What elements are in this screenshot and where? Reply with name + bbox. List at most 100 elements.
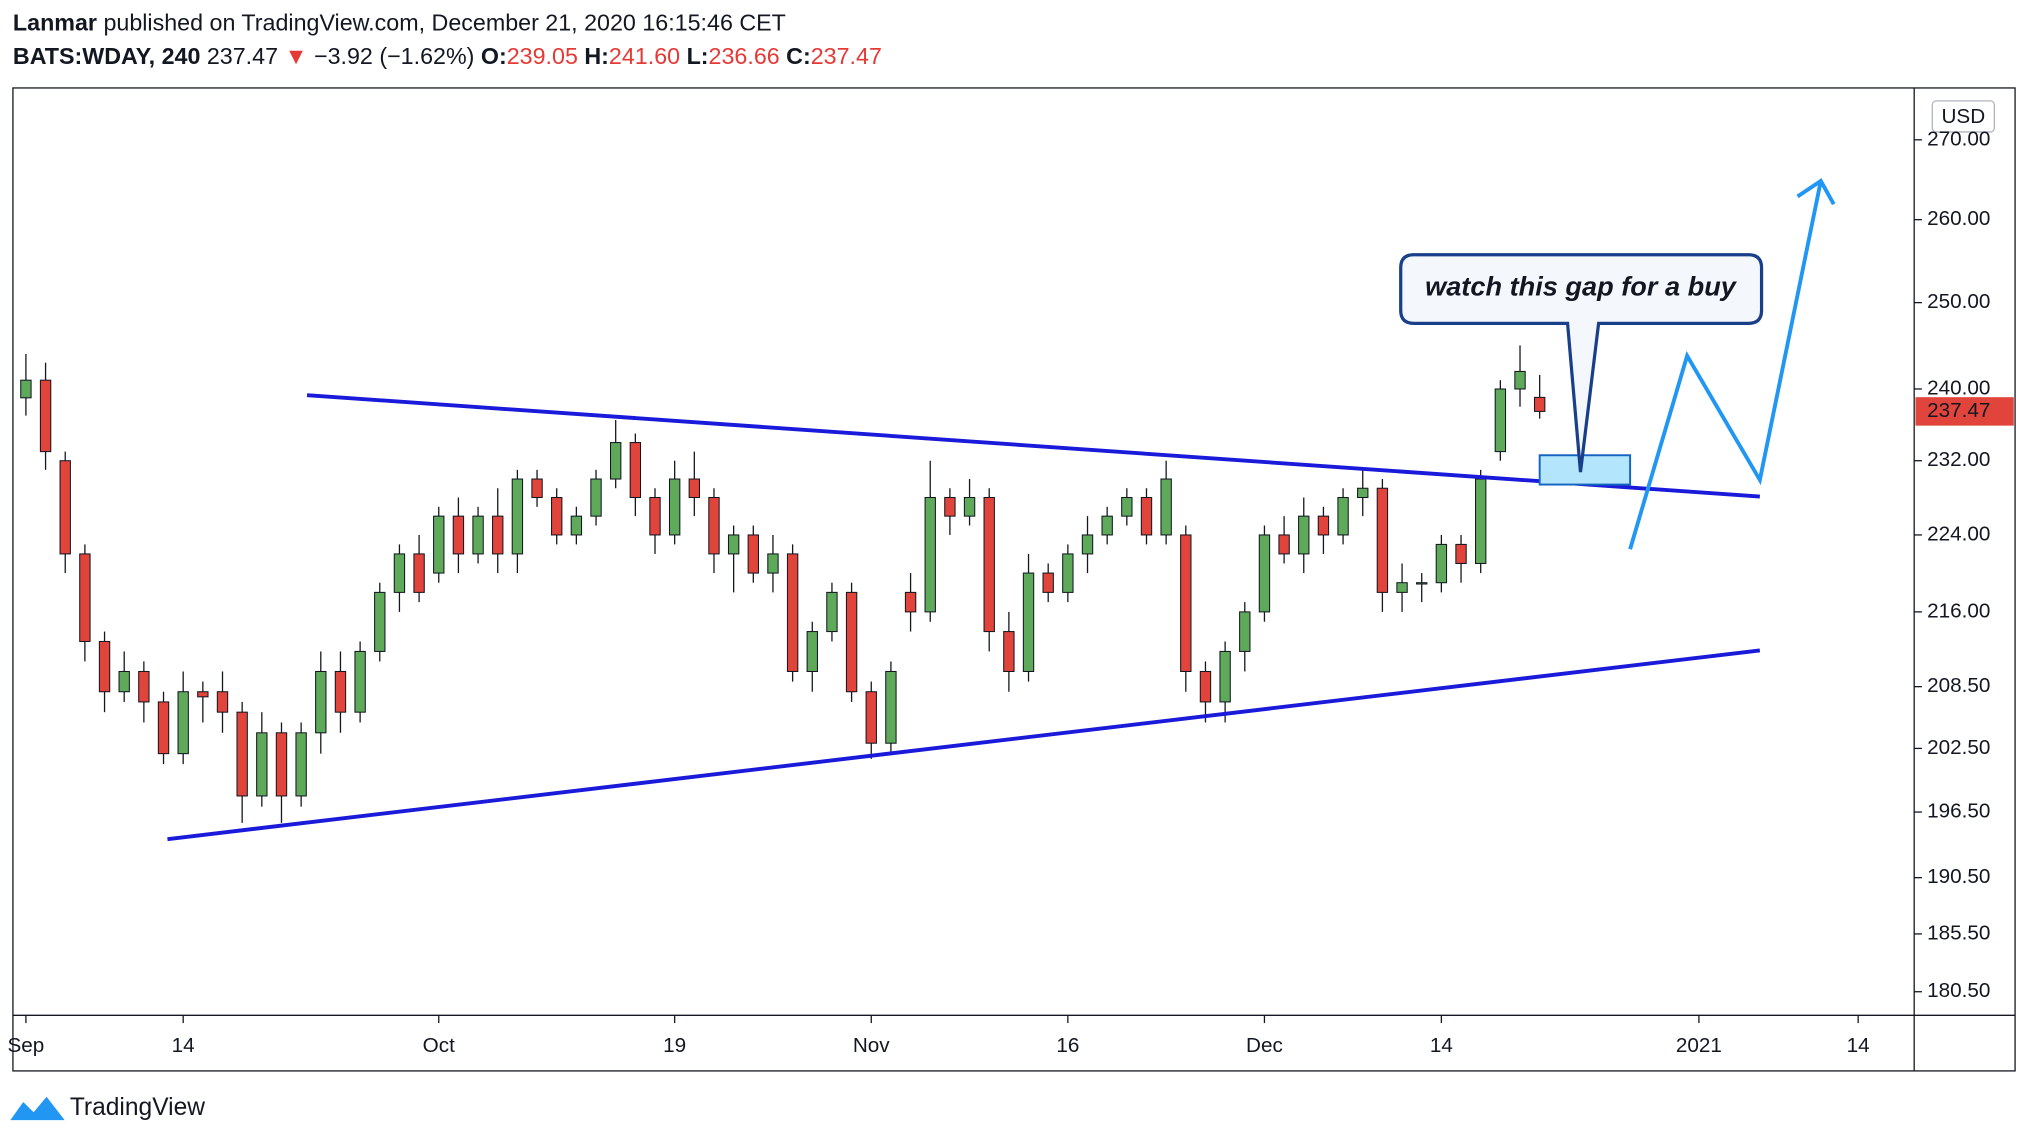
candle-body <box>275 732 288 797</box>
candle-body <box>1258 534 1271 613</box>
candle-body <box>531 478 543 499</box>
x-tick-label: 19 <box>663 1034 686 1057</box>
currency: USD <box>1941 105 1985 128</box>
candle-body <box>1239 611 1251 652</box>
candle-body <box>963 496 976 517</box>
candle-body <box>845 591 858 693</box>
x-tick-label: 2021 <box>1676 1034 1722 1057</box>
y-tick-label: 180.50 <box>1927 979 1990 1002</box>
candle-body <box>609 442 622 480</box>
trendline <box>167 648 1761 842</box>
y-tick-label: 260.00 <box>1927 207 1990 230</box>
gap-zone <box>1538 454 1632 486</box>
candle-body <box>511 478 524 555</box>
candle-body <box>1278 534 1290 555</box>
candle-body <box>688 478 701 499</box>
last-price: 237.47 <box>207 43 278 69</box>
candle-body <box>570 515 583 536</box>
candle-body <box>1003 631 1015 673</box>
candle-body <box>924 496 936 613</box>
candle-body <box>885 670 897 744</box>
candle-body <box>433 515 445 574</box>
candle-body <box>118 670 130 693</box>
x-tick-label: Sep <box>8 1034 45 1057</box>
candle-body <box>786 553 799 673</box>
y-tick-label: 185.50 <box>1927 921 1990 944</box>
y-tick-label: 224.00 <box>1927 522 1990 545</box>
candle-body <box>1042 572 1054 593</box>
candle-body <box>472 515 484 555</box>
candle-body <box>1337 496 1349 536</box>
symbol-line: BATS:WDAY, 240 237.47 ▼ −3.92 (−1.62%) O… <box>13 43 882 69</box>
ohlc-value: 236.66 <box>709 43 780 69</box>
candle-body <box>708 496 720 555</box>
x-tick-label: 14 <box>1430 1034 1453 1057</box>
candle-body <box>1376 487 1389 593</box>
annotation-text: watch this gap for a buy <box>1425 271 1738 302</box>
change: −3.92 (−1.62%) <box>314 43 474 69</box>
candle-body <box>1396 582 1408 593</box>
published: published on TradingView.com, December 2… <box>103 10 785 36</box>
candle-body <box>1455 543 1467 564</box>
candle-body <box>197 691 209 698</box>
candle-body <box>649 496 661 536</box>
arrow-head <box>1796 178 1836 206</box>
candle-body <box>629 442 642 499</box>
y-tick-label: 240.00 <box>1927 376 1990 399</box>
header-line: Lanmar published on TradingView.com, Dec… <box>13 10 786 36</box>
y-tick-label: 196.50 <box>1927 800 1990 823</box>
y-tick-label: 270.00 <box>1927 127 1990 150</box>
ohlc-label: C: <box>786 43 811 69</box>
candle-body <box>216 691 229 713</box>
y-tick-label: 202.50 <box>1927 736 1990 759</box>
y-tick-label: 216.00 <box>1927 599 1990 622</box>
candle-body <box>1514 370 1526 390</box>
x-tick-label: Nov <box>853 1034 890 1057</box>
candle-body <box>1475 478 1487 564</box>
candle-body <box>1081 534 1094 555</box>
last-price-label: 237.47 <box>1927 399 1990 422</box>
y-tick-label: 208.50 <box>1927 674 1990 697</box>
candle-body <box>944 496 956 517</box>
candle-body <box>393 553 406 593</box>
candle-body <box>826 591 838 633</box>
candle-body <box>1121 496 1133 517</box>
candle-body <box>354 650 366 713</box>
ohlc-label: L: <box>687 43 709 69</box>
logo <box>10 1096 65 1121</box>
candle-body <box>767 553 779 574</box>
candle-body <box>256 732 268 797</box>
projection <box>1628 180 1823 550</box>
change-arrow: ▼ <box>285 43 308 69</box>
candle-body <box>334 670 347 713</box>
candle-body <box>1416 582 1428 585</box>
candle-body <box>1357 487 1369 499</box>
plot <box>20 178 1836 842</box>
chart-frame <box>12 87 2016 1072</box>
candle-body <box>1101 515 1113 536</box>
candle-body <box>1199 670 1212 703</box>
x-tick-label: Oct <box>423 1034 455 1057</box>
candle-body <box>1435 543 1448 584</box>
candle-body <box>79 553 91 642</box>
callout-box <box>1399 253 1764 473</box>
candle-body <box>157 701 170 755</box>
candle-body <box>1160 478 1172 536</box>
candle-body <box>20 379 32 399</box>
candle-body <box>1140 496 1153 536</box>
candle-body <box>865 691 877 744</box>
candle-body <box>236 711 248 797</box>
candle-body <box>1022 572 1035 673</box>
symbol: BATS:WDAY, 240 <box>13 43 200 69</box>
y-tick-label: 190.50 <box>1927 865 1990 888</box>
candle-body <box>590 478 602 517</box>
ohlc-value: 241.60 <box>609 43 680 69</box>
candle-body <box>668 478 681 536</box>
ohlc-value: 239.05 <box>507 43 578 69</box>
candle-body <box>374 591 386 652</box>
candle-body <box>1180 534 1192 673</box>
candle-body <box>747 534 759 574</box>
x-tick-label: 16 <box>1056 1034 1079 1057</box>
ohlc-label: O: <box>481 43 507 69</box>
candle-body <box>1298 515 1310 555</box>
